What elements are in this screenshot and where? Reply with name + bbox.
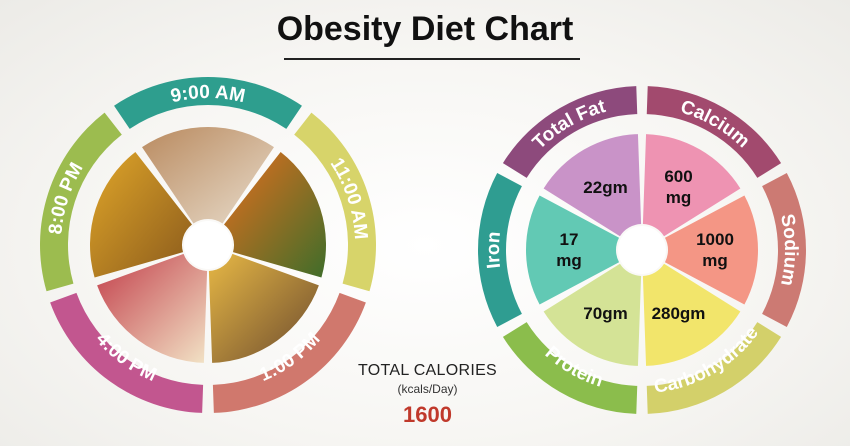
nutrient-sodium-label-path: Sodium: [776, 212, 801, 287]
nutrient-carbohydrate-ring-segment: [646, 322, 782, 414]
total-calories-label: TOTAL CALORIES: [357, 362, 498, 379]
vegetable-curry-photo: [89, 152, 192, 278]
meal-time-1-00-pm-segment: [212, 292, 366, 413]
nutrient-calcium-ring-segment: [646, 86, 782, 178]
nutrient-total-fat-value-slice: [543, 134, 642, 237]
papaya-photo: [224, 152, 327, 278]
nutrient-iron-ring-segment: [478, 173, 522, 327]
nutrient-iron-label-path: Iron: [483, 231, 505, 270]
soup-bowl-photo: [97, 253, 208, 363]
nutrient-carbohydrate-value-slice: [642, 263, 741, 366]
total-calories-unit: (kcals/Day): [397, 382, 458, 396]
nutrient-sodium-label: Sodium: [776, 212, 801, 287]
meal-wheel-hub: [184, 221, 232, 269]
nutrient-protein-value-slice: [543, 263, 642, 366]
nutrient-iron-value-slice: [526, 195, 620, 305]
nutrient-sodium-value-unit: mg: [702, 251, 728, 270]
eggs-photo: [142, 126, 274, 224]
meal-time-4-00-pm-segment: [50, 292, 204, 413]
nutrient-total-fat-ring-segment: [502, 86, 638, 178]
nutrient-total-fat-value: 22gm: [583, 178, 627, 197]
total-calories-value: 1600: [403, 402, 452, 427]
lentil-curry-photo: [208, 253, 319, 363]
meal-time-8-00-pm-segment: [40, 112, 122, 292]
title-underline: [284, 58, 580, 60]
nutrient-calcium-value-unit: mg: [666, 188, 692, 207]
meal-time-9-00-am-segment: [114, 77, 302, 129]
nutrient-iron-label: Iron: [483, 231, 505, 270]
nutrient-wheel: Total Fat22gmCalcium600mgSodium1000mgCar…: [478, 86, 806, 414]
nutrient-protein-value: 70gm: [583, 304, 627, 323]
nutrient-sodium-value-slice: [664, 195, 758, 305]
total-calories-block: TOTAL CALORIES (kcals/Day) 1600: [340, 362, 515, 428]
nutrient-sodium-value: 1000: [696, 230, 734, 249]
chart-title: Obesity Diet Chart: [276, 10, 574, 48]
nutrient-wheel-hub: [618, 226, 666, 274]
nutrient-calcium-value: 600: [664, 167, 692, 186]
nutrient-iron-value-unit: mg: [556, 251, 582, 270]
nutrient-protein-ring-segment: [502, 322, 638, 414]
meal-time-11-00-am-segment: [294, 112, 376, 292]
nutrient-calcium-value-slice: [642, 134, 741, 237]
nutrient-sodium-ring-segment: [762, 173, 806, 327]
nutrient-carbohydrate-value: 280gm: [652, 304, 706, 323]
nutrient-iron-value: 17: [560, 230, 579, 249]
